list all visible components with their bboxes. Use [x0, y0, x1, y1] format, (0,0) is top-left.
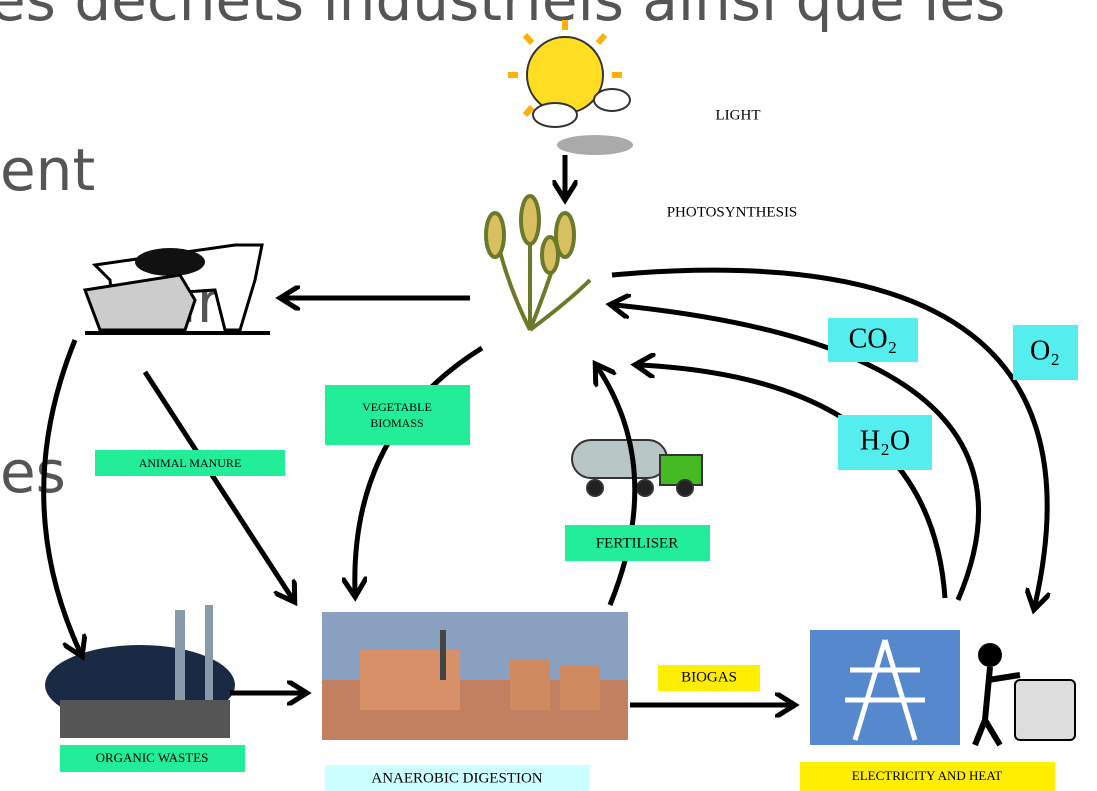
slide: es déchets industriels ainsi que les ent… [0, 0, 1097, 791]
plant-icon [486, 196, 590, 330]
animal-manure-label: ANIMAL MANURE [139, 456, 242, 470]
animals-icon [85, 245, 270, 333]
digester-icon [322, 612, 628, 740]
slide-text: es [0, 438, 66, 506]
vegetable-biomass-label: BIOMASS [370, 416, 423, 430]
o2-label: O₂ [1030, 335, 1060, 366]
fertiliser-label: FERTILISER [596, 535, 678, 551]
slide-text: ent [0, 136, 95, 204]
photosynthesis-label: PHOTOSYNTHESIS [667, 204, 798, 220]
h2o-label: H₂O [860, 425, 910, 456]
waste-plant-icon [45, 605, 235, 738]
biogas-label: BIOGAS [681, 669, 737, 685]
electricity-icon [810, 630, 1075, 745]
anaerobic-digestion-label: ANAEROBIC DIGESTION [371, 770, 542, 786]
organic-wastes-label: ORGANIC WASTES [96, 750, 209, 765]
light-label: LIGHT [716, 107, 761, 123]
electricity-heat-label: ELECTRICITY AND HEAT [852, 768, 1003, 783]
vegetable-biomass-label: VEGETABLE [362, 400, 432, 414]
co2-label: CO₂ [849, 323, 898, 354]
slide-text: es déchets industriels ainsi que les [0, 0, 1005, 34]
sun-icon [508, 20, 633, 155]
